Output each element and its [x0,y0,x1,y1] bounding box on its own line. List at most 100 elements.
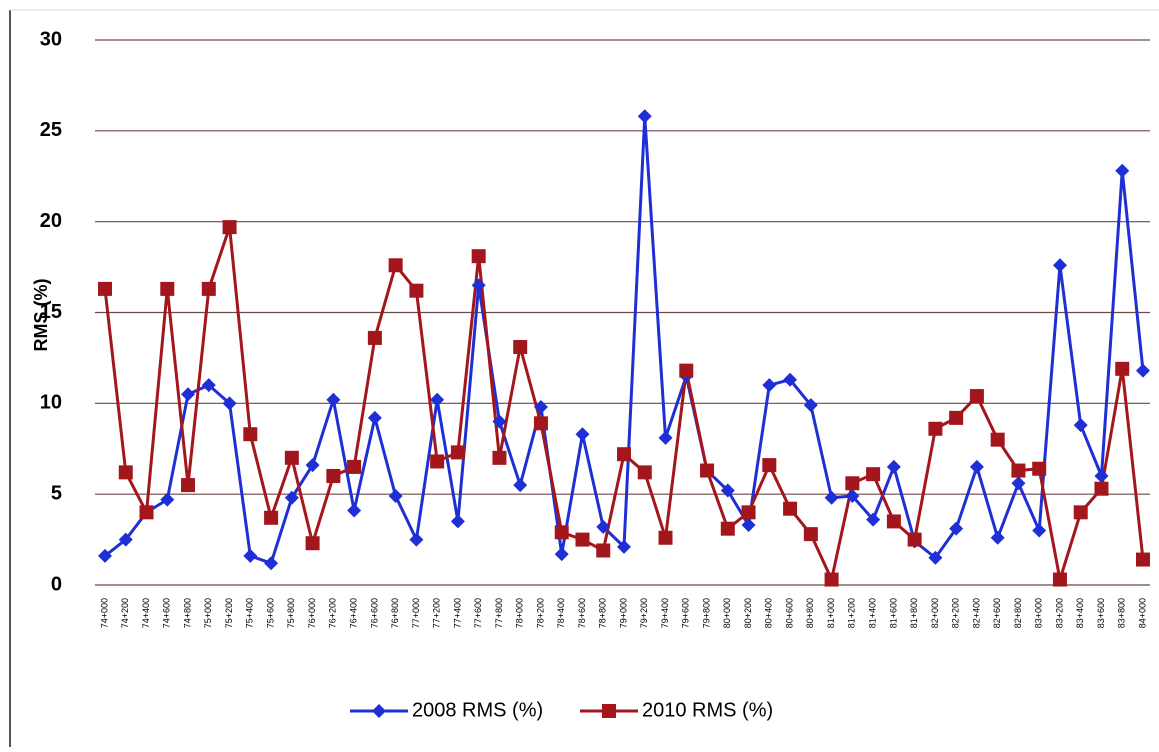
data-point [201,378,216,393]
data-point [1094,481,1109,496]
x-tick-label: 79+200 [639,598,649,628]
data-point [118,532,133,547]
x-tick-label: 79+600 [681,598,691,628]
data-point [430,392,445,407]
data-point [1115,361,1130,376]
x-tick-label: 77+400 [452,598,462,628]
x-tick-label: 83+800 [1117,598,1127,628]
data-point [803,527,818,542]
x-tick-label: 82+200 [951,598,961,628]
x-tick-label: 76+400 [348,598,358,628]
data-point [845,488,860,503]
y-tick-label: 25 [40,119,62,141]
data-point [720,483,735,498]
data-point [284,490,299,505]
data-point [1052,572,1067,587]
data-point [575,427,590,442]
data-point [803,398,818,413]
data-point [658,530,673,545]
data-point [928,421,943,436]
x-tick-label: 74+000 [99,598,109,628]
data-point [409,532,424,547]
x-tick-label: 78+800 [598,598,608,628]
x-tick-label: 80+000 [722,598,732,628]
data-point [596,543,611,558]
legend-marker [602,704,616,718]
data-point [181,478,196,493]
x-tick-label: 81+000 [826,598,836,628]
x-tick-label: 78+600 [577,598,587,628]
x-tick-label: 83+400 [1075,598,1085,628]
x-tick-label: 78+200 [535,598,545,628]
data-point [1011,476,1026,491]
data-point [554,547,569,562]
data-point [305,458,320,473]
data-point [783,372,798,387]
data-point [284,450,299,465]
data-point [1136,363,1150,378]
data-point [492,450,507,465]
x-tick-label: 83+600 [1096,598,1106,628]
data-point [450,514,465,529]
data-point [139,505,154,520]
data-point [1136,552,1150,567]
x-tick-label: 75+600 [265,598,275,628]
data-point [845,476,860,491]
data-point [762,458,777,473]
data-point [347,459,362,474]
data-point [513,478,528,493]
data-point [1052,258,1067,273]
data-point [98,281,112,296]
x-tick-label: 74+800 [182,598,192,628]
data-point [886,459,901,474]
x-tick-label: 79+400 [660,598,670,628]
x-tick-label: 80+400 [764,598,774,628]
data-point [471,249,486,264]
data-point [575,532,590,547]
data-point [596,519,611,534]
data-point [326,469,341,483]
x-tick-label: 79+800 [701,598,711,628]
x-tick-label: 83+200 [1054,598,1064,628]
data-point [1094,469,1109,483]
data-point [637,109,652,124]
data-point [450,445,465,460]
data-point [617,447,631,462]
x-tick-label: 81+600 [888,598,898,628]
y-axis-title: RMS (%) [31,279,51,352]
data-point [1011,463,1026,478]
data-point [990,530,1005,545]
x-tick-label: 81+200 [847,598,857,628]
data-point [533,416,548,431]
data-point [243,548,258,563]
data-point [98,548,112,563]
x-tick-label: 81+800 [909,598,919,628]
data-point [305,536,320,551]
data-point [160,281,175,296]
data-point [824,490,839,505]
data-point [222,220,237,235]
data-point [990,432,1005,447]
x-tick-label: 75+800 [286,598,296,628]
data-point [679,363,694,378]
data-point [388,488,403,503]
data-point [409,283,424,298]
x-tick-label: 76+000 [307,598,317,628]
x-tick-label: 75+000 [203,598,213,628]
y-tick-label: 20 [40,210,62,232]
x-tick-label: 83+000 [1034,598,1044,628]
x-tick-label: 74+200 [120,598,130,628]
x-tick-label: 76+200 [328,598,338,628]
data-point [617,539,631,554]
y-tick-label: 5 [51,482,62,504]
data-point [367,410,382,425]
x-tick-label: 79+000 [618,598,628,628]
x-tick-label: 82+800 [1013,598,1023,628]
x-tick-label: 77+600 [473,598,483,628]
data-point [1073,418,1088,433]
y-tick-label: 15 [40,301,62,323]
x-tick-label: 77+800 [494,598,504,628]
data-point [969,459,984,474]
data-point [741,518,756,533]
